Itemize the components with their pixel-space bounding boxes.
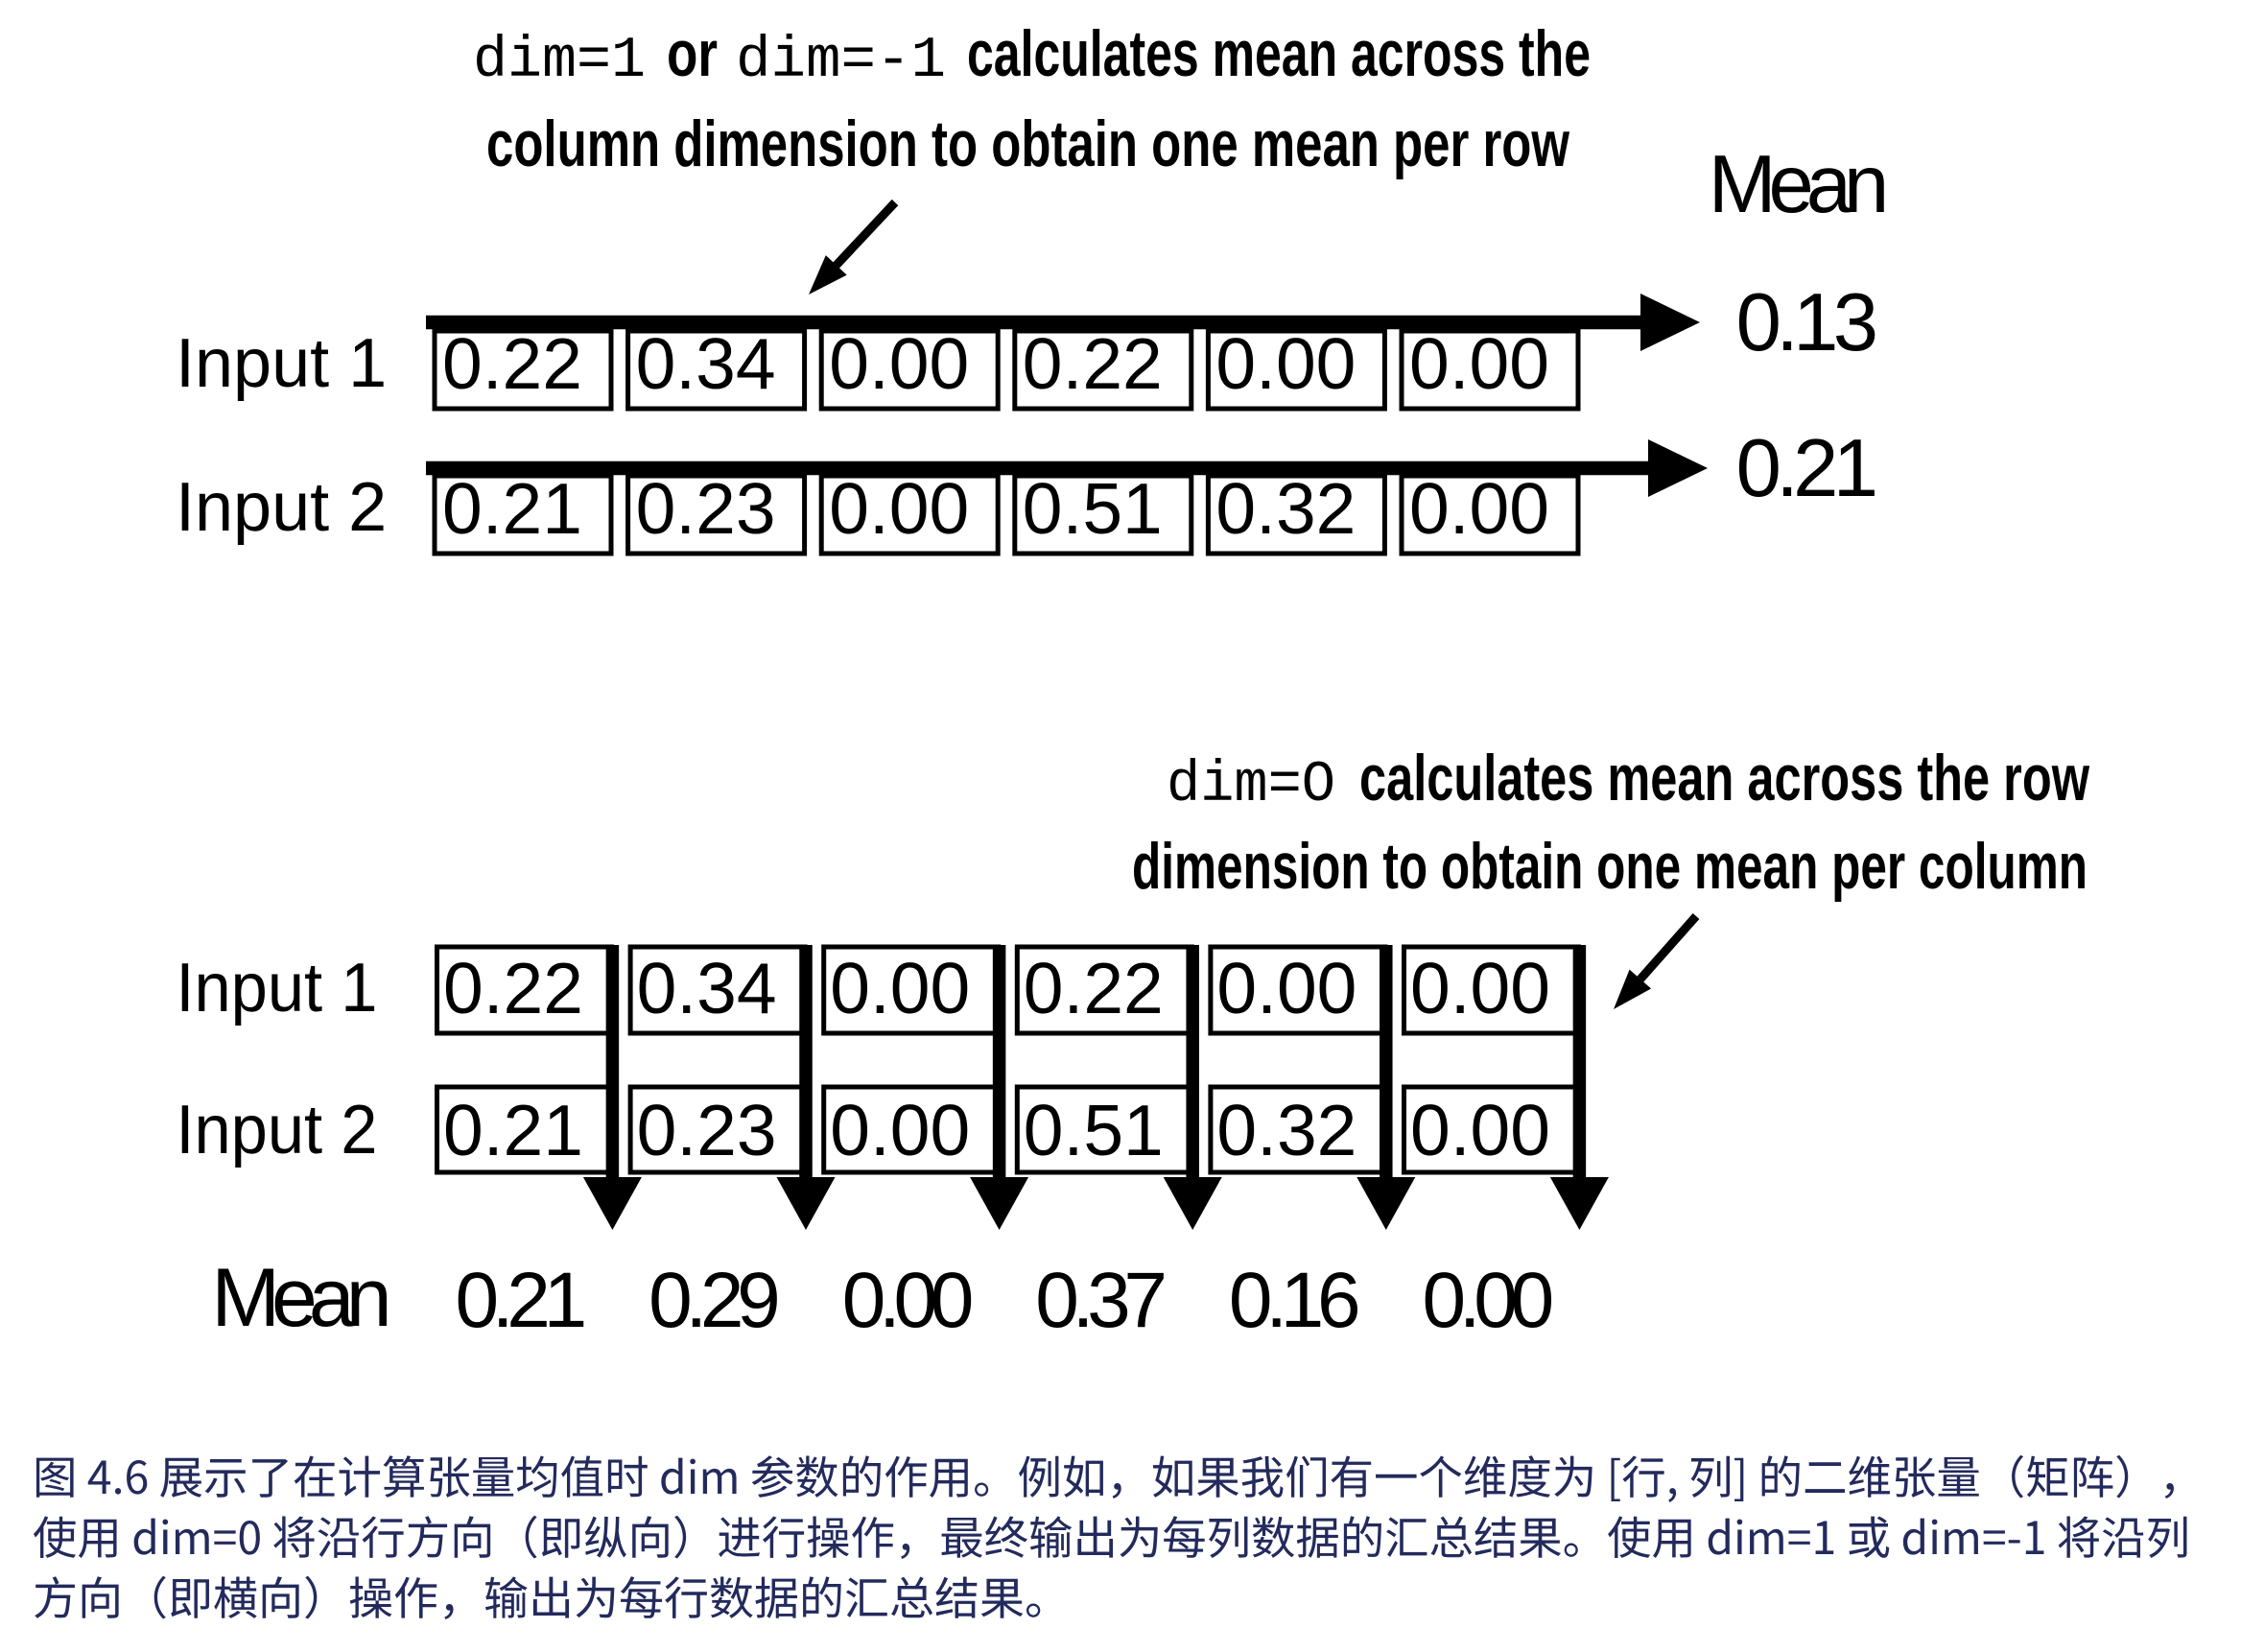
svg-text:0.22: 0.22 <box>1023 323 1163 404</box>
svg-text:0.29: 0.29 <box>649 1257 777 1344</box>
svg-text:0.21: 0.21 <box>442 468 582 549</box>
svg-text:calculates mean across the row: calculates mean across the row <box>1359 742 2090 814</box>
svg-text:0.37: 0.37 <box>1035 1257 1164 1344</box>
svg-text:0.00: 0.00 <box>1409 323 1549 404</box>
svg-text:dim=1: dim=1 <box>473 29 646 94</box>
svg-text:0.21: 0.21 <box>455 1257 583 1344</box>
svg-text:column dimension to obtain one: column dimension to obtain one mean per … <box>486 107 1570 180</box>
svg-text:Input 2: Input 2 <box>176 469 387 546</box>
svg-text:Mean: Mean <box>1709 139 1884 230</box>
svg-text:0.13: 0.13 <box>1736 277 1875 368</box>
svg-text:0.23: 0.23 <box>637 1090 777 1170</box>
svg-text:0.21: 0.21 <box>1736 423 1875 514</box>
svg-text:0.00: 0.00 <box>829 468 969 549</box>
svg-text:0.34: 0.34 <box>637 948 777 1028</box>
svg-text:0.32: 0.32 <box>1215 468 1356 549</box>
svg-text:0.34: 0.34 <box>636 323 776 404</box>
svg-text:Input 2: Input 2 <box>176 1092 377 1168</box>
svg-text:0.00: 0.00 <box>1422 1257 1551 1344</box>
svg-text:0.22: 0.22 <box>442 323 582 404</box>
svg-text:Input 1: Input 1 <box>176 950 377 1027</box>
svg-text:0.00: 0.00 <box>842 1257 972 1344</box>
svg-text:0.21: 0.21 <box>443 1090 583 1170</box>
svg-text:0.00: 0.00 <box>830 1090 970 1170</box>
svg-text:Input 1: Input 1 <box>176 325 387 402</box>
svg-text:calculates mean across the: calculates mean across the <box>967 17 1591 90</box>
svg-text:0.00: 0.00 <box>1410 1090 1550 1170</box>
svg-text:0.00: 0.00 <box>1216 948 1356 1028</box>
svg-text:0.51: 0.51 <box>1024 1090 1164 1170</box>
svg-text:0.16: 0.16 <box>1229 1257 1357 1344</box>
svg-text:0.00: 0.00 <box>1409 468 1549 549</box>
svg-text:0.00: 0.00 <box>830 948 970 1028</box>
svg-text:0.00: 0.00 <box>829 323 969 404</box>
svg-text:dim=O: dim=O <box>1167 753 1335 818</box>
svg-text:or: or <box>667 17 718 90</box>
svg-text:Mean: Mean <box>211 1252 387 1344</box>
svg-text:0.22: 0.22 <box>443 948 583 1028</box>
svg-text:0.00: 0.00 <box>1410 948 1550 1028</box>
svg-text:0.23: 0.23 <box>636 468 776 549</box>
svg-text:0.00: 0.00 <box>1215 323 1356 404</box>
svg-text:dimension to obtain one mean p: dimension to obtain one mean per column <box>1132 830 2088 903</box>
svg-text:dim=-1: dim=-1 <box>736 29 946 94</box>
svg-text:0.22: 0.22 <box>1024 948 1164 1028</box>
svg-text:0.32: 0.32 <box>1216 1090 1356 1170</box>
svg-text:0.51: 0.51 <box>1023 468 1163 549</box>
